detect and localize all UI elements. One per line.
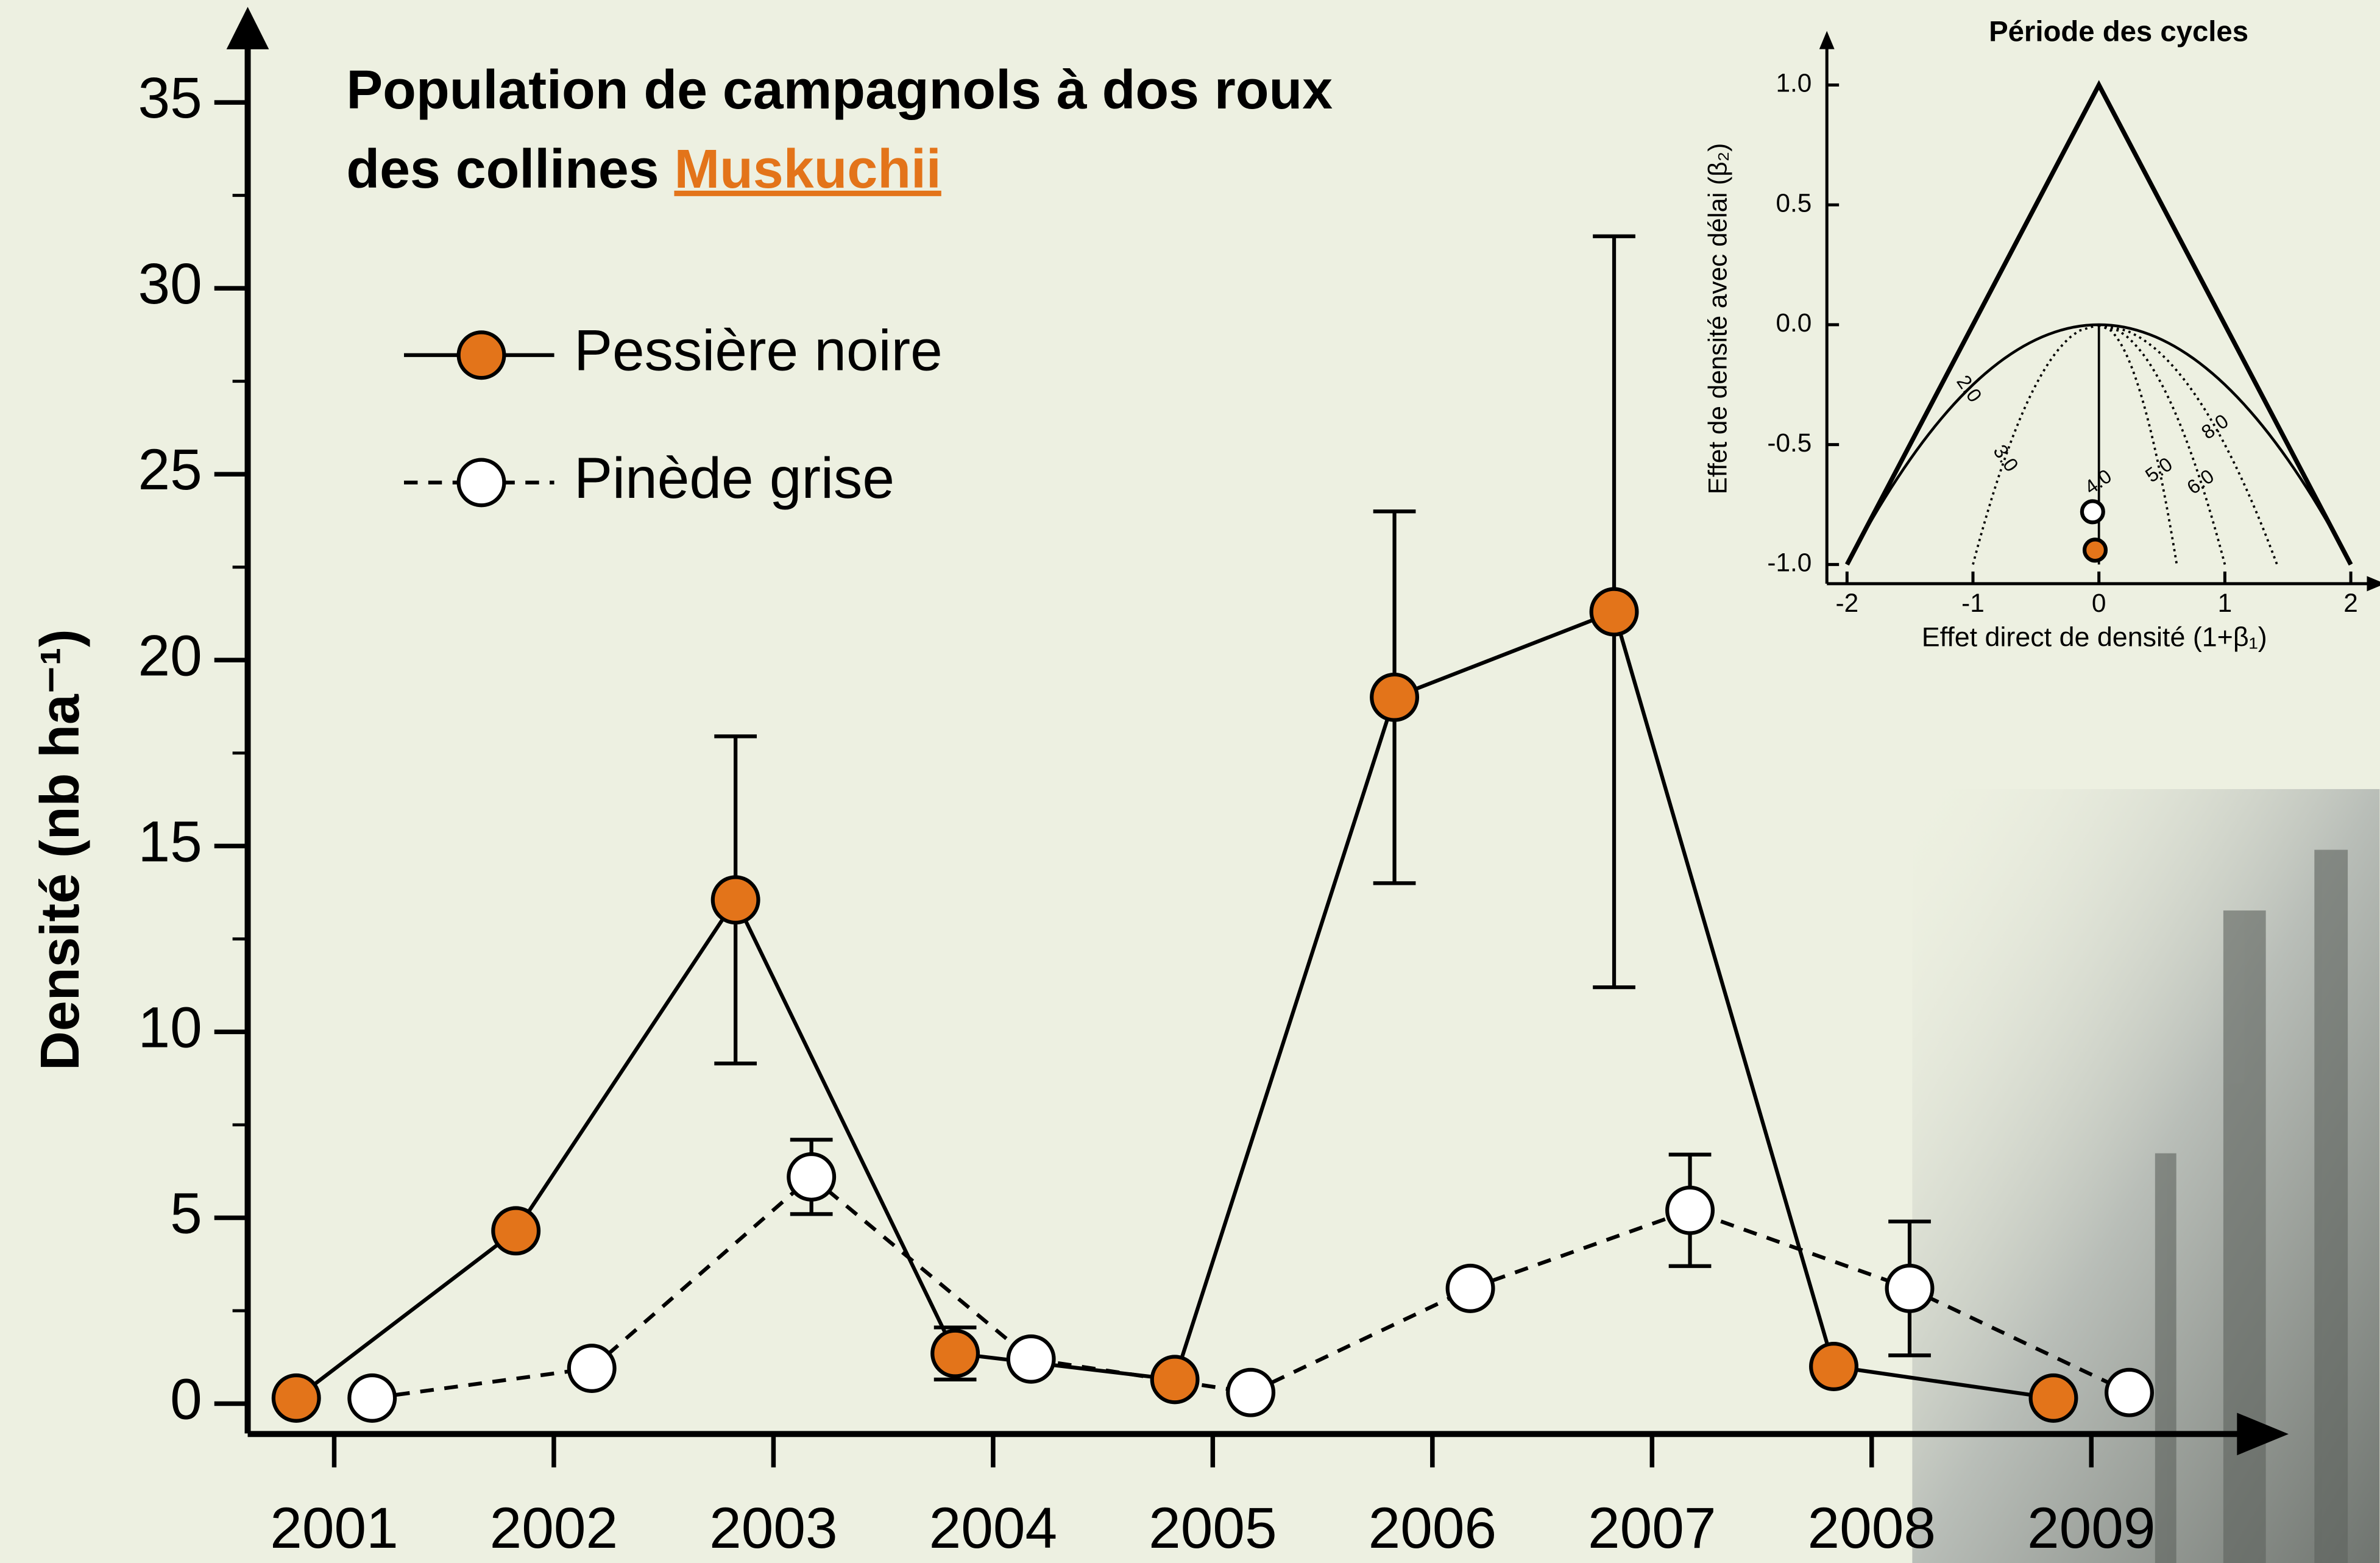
x-tick-label: 2001 xyxy=(270,1496,398,1561)
y-tick-label: 15 xyxy=(138,809,202,874)
inset-y-arrow xyxy=(1819,31,1835,49)
x-tick-label: 2004 xyxy=(929,1496,1058,1561)
inset-point xyxy=(2084,539,2106,561)
period-contour xyxy=(2099,325,2225,564)
x-tick-label: 2008 xyxy=(1808,1496,1936,1561)
period-contour xyxy=(2099,325,2277,564)
x-tick-label: 2007 xyxy=(1588,1496,1716,1561)
data-point xyxy=(1811,1344,1857,1389)
data-point xyxy=(1008,1336,1054,1382)
period-label: 4.0 xyxy=(2081,465,2116,498)
period-label: 5.0 xyxy=(2141,453,2176,486)
x-tick-label: 2005 xyxy=(1149,1496,1277,1561)
period-contour xyxy=(2099,325,2177,564)
y-axis-arrow xyxy=(227,7,269,49)
data-point xyxy=(1887,1266,1933,1311)
legend-marker xyxy=(459,332,505,378)
y-tick-label: 10 xyxy=(138,995,202,1060)
x-tick-label: 2002 xyxy=(490,1496,618,1561)
y-tick-label: 25 xyxy=(138,438,202,502)
inset-y-tick-label: 1.0 xyxy=(1776,69,1812,97)
page: {"chart_data": [ {"type": "line", "title… xyxy=(0,0,2380,1563)
y-axis-label: Densité (nb ha⁻¹) xyxy=(29,629,90,1071)
data-point xyxy=(349,1375,395,1421)
data-point xyxy=(2106,1370,2152,1416)
inset-x-label: Effet direct de densité (1+β₁) xyxy=(1922,622,2267,652)
y-tick-label: 0 xyxy=(170,1367,202,1432)
inset-x-tick-label: 2 xyxy=(2343,589,2358,617)
inset-title: Période des cycles xyxy=(1989,15,2248,48)
data-point xyxy=(2031,1375,2077,1421)
data-point xyxy=(1152,1357,1198,1403)
inset-y-label: Effet de densité avec délai (β₂) xyxy=(1703,143,1732,494)
chart-title-part: des collines xyxy=(346,138,659,199)
data-point xyxy=(1448,1266,1493,1311)
inset-y-tick-label: 0.0 xyxy=(1776,308,1812,337)
data-point xyxy=(274,1375,319,1421)
chart-title: Population de campagnols à dos roux xyxy=(346,59,1333,120)
period-label: 8.0 xyxy=(2197,409,2232,443)
data-point xyxy=(1667,1188,1713,1233)
inset-x-tick-label: 0 xyxy=(2092,589,2106,617)
inset-x-tick-label: -2 xyxy=(1835,589,1858,617)
inset-y-tick-label: -0.5 xyxy=(1767,428,1812,457)
data-point xyxy=(788,1154,834,1200)
y-tick-label: 20 xyxy=(138,623,202,688)
chart-title-link: Muskuchii xyxy=(674,138,941,199)
legend-label: Pessière noire xyxy=(574,319,943,383)
x-tick-label: 2006 xyxy=(1369,1496,1497,1561)
legend-label: Pinède grise xyxy=(574,446,894,511)
chart: Population de campagnols à dos roux des c… xyxy=(0,0,2380,1563)
x-tick-label: 2003 xyxy=(709,1496,838,1561)
inset-x-tick-label: 1 xyxy=(2218,589,2233,617)
data-point xyxy=(932,1331,978,1377)
x-tick-label: 2009 xyxy=(2027,1496,2156,1561)
data-point xyxy=(569,1345,615,1391)
inset-x-arrow xyxy=(2367,576,2380,591)
data-point xyxy=(493,1208,539,1253)
inset-y-tick-label: 0.5 xyxy=(1776,188,1812,217)
inset-y-tick-label: -1.0 xyxy=(1767,548,1812,577)
inset-x-tick-label: -1 xyxy=(1961,589,1985,617)
data-point xyxy=(1228,1370,1273,1416)
period-contour xyxy=(1973,325,2099,564)
series-line xyxy=(296,612,2053,1398)
chart-title: des collines Muskuchii xyxy=(346,138,941,199)
period-label: 6.0 xyxy=(2183,465,2217,498)
y-tick-label: 30 xyxy=(138,252,202,316)
inset-point xyxy=(2082,501,2103,522)
y-tick-label: 35 xyxy=(138,66,202,130)
background-photo xyxy=(1912,789,2379,1563)
legend-marker xyxy=(459,460,505,506)
data-point xyxy=(713,877,759,923)
y-tick-label: 5 xyxy=(170,1181,202,1246)
data-point xyxy=(1592,589,1637,635)
period-label: 3.0 xyxy=(1989,441,2022,475)
series-line xyxy=(372,1177,2130,1398)
data-point xyxy=(1372,675,1417,720)
